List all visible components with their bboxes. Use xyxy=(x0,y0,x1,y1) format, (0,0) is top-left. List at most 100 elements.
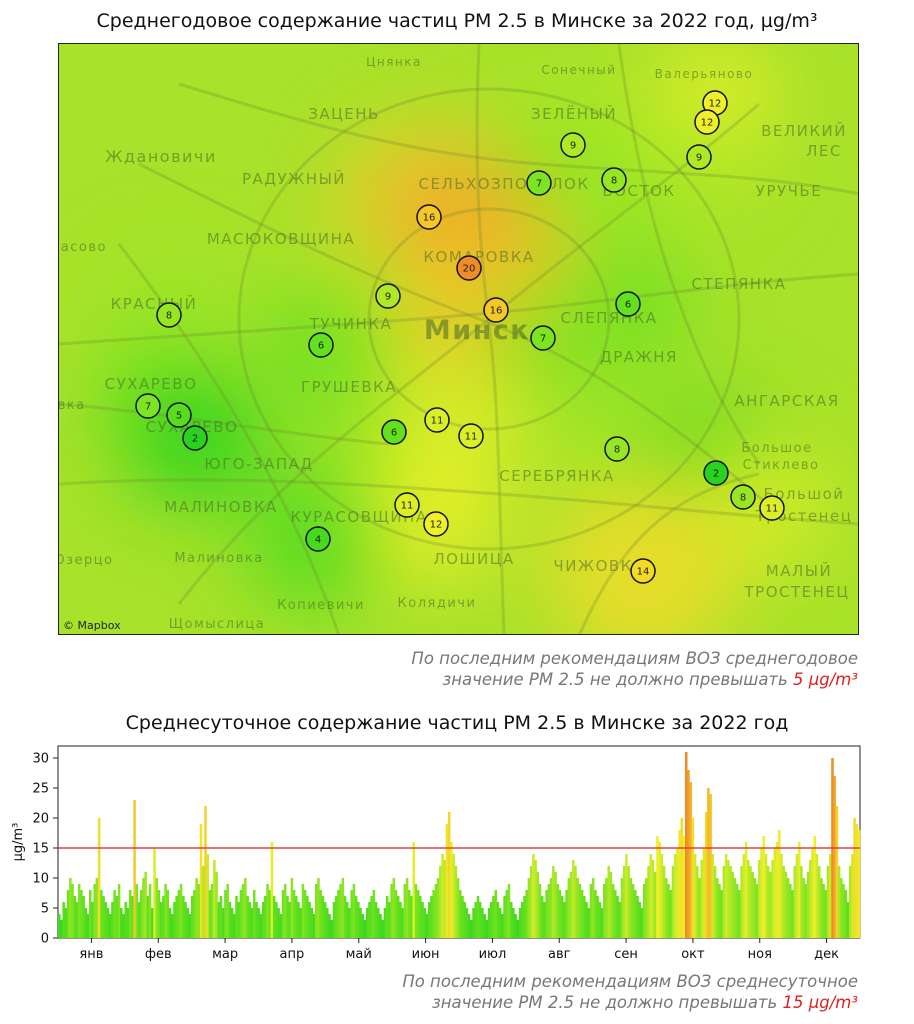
sensor-marker[interactable]: 7 xyxy=(526,170,552,196)
daily-bar xyxy=(501,914,504,938)
daily-bar xyxy=(565,890,568,938)
x-tick-label: июн xyxy=(412,947,440,962)
sensor-marker[interactable]: 8 xyxy=(156,302,182,328)
daily-bar xyxy=(332,902,336,938)
sensor-marker[interactable]: 20 xyxy=(456,255,482,281)
daily-bar xyxy=(525,890,528,938)
sensor-marker[interactable]: 16 xyxy=(416,204,442,230)
sensor-marker[interactable]: 12 xyxy=(694,109,720,135)
daily-bar xyxy=(702,848,706,938)
daily-bar xyxy=(747,860,750,938)
daily-bar xyxy=(230,908,234,938)
daily-bar xyxy=(800,866,803,938)
daily-bar xyxy=(93,884,96,938)
daily-bar xyxy=(842,884,845,938)
daily-bar xyxy=(470,920,473,938)
sensor-circle xyxy=(182,425,208,451)
daily-bar xyxy=(328,914,331,938)
daily-bar xyxy=(727,860,730,938)
sensor-circle xyxy=(483,297,509,323)
daily-bar xyxy=(813,836,816,938)
daily-bar xyxy=(370,896,373,938)
daily-bar xyxy=(399,902,402,938)
sensor-value: 8 xyxy=(611,176,617,187)
sensor-marker[interactable]: 9 xyxy=(560,132,586,158)
sensor-marker[interactable]: 2 xyxy=(182,425,208,451)
daily-bar xyxy=(170,914,174,938)
daily-bar xyxy=(279,914,283,938)
road xyxy=(578,472,760,634)
sensor-marker[interactable]: 6 xyxy=(308,332,334,358)
daily-bar xyxy=(237,902,240,938)
place-label: ЗАЦЕНЬ xyxy=(308,105,380,123)
daily-bar xyxy=(605,878,608,938)
sensor-circle xyxy=(730,484,756,510)
sensor-marker[interactable]: 8 xyxy=(730,484,756,510)
daily-bar xyxy=(264,896,267,938)
place-label: Копиевичи xyxy=(277,598,365,613)
sensor-marker[interactable]: 11 xyxy=(458,423,484,449)
daily-bar xyxy=(689,782,692,938)
daily-bar xyxy=(359,908,362,938)
daily-bar xyxy=(377,908,380,938)
sensor-marker[interactable]: 11 xyxy=(759,495,785,521)
daily-bar xyxy=(190,896,194,938)
x-tick-label: июл xyxy=(479,947,507,962)
sensor-marker[interactable]: 2 xyxy=(703,460,729,486)
daily-bar xyxy=(567,878,571,938)
sensor-marker[interactable]: 11 xyxy=(424,407,450,433)
daily-bar xyxy=(547,884,551,938)
place-label: ЛЕС xyxy=(806,142,842,160)
daily-bar xyxy=(60,920,63,938)
sensor-marker[interactable]: 8 xyxy=(604,436,630,462)
sensor-marker[interactable]: 14 xyxy=(630,558,656,584)
sensor-marker[interactable]: 7 xyxy=(135,393,161,419)
daily-bar xyxy=(246,896,249,938)
sensor-marker[interactable]: 9 xyxy=(686,144,712,170)
sensor-circle xyxy=(703,460,729,486)
road xyxy=(59,402,390,446)
sensor-marker[interactable]: 16 xyxy=(483,297,509,323)
daily-bar xyxy=(75,902,79,938)
daily-bar xyxy=(392,878,396,938)
daily-bar xyxy=(731,872,735,938)
daily-bar xyxy=(326,908,329,938)
daily-bar xyxy=(199,824,203,938)
daily-bar xyxy=(855,824,859,938)
daily-bar xyxy=(718,884,721,938)
daily-bar xyxy=(478,902,482,938)
road xyxy=(178,82,858,196)
daily-bar xyxy=(503,896,506,938)
sensor-marker[interactable]: 12 xyxy=(423,511,449,537)
daily-bar xyxy=(228,902,232,938)
sensor-circle xyxy=(615,291,641,317)
sensor-marker[interactable]: 9 xyxy=(375,283,401,309)
sensor-marker[interactable]: 6 xyxy=(381,419,407,445)
daily-bar xyxy=(485,920,489,938)
daily-bar xyxy=(516,920,520,938)
place-label: Сонечный xyxy=(541,63,616,77)
sensor-circle xyxy=(686,144,712,170)
daily-bar xyxy=(115,896,119,938)
daily-bar xyxy=(184,902,187,938)
daily-bar xyxy=(822,884,825,938)
pm25-map[interactable]: Цнянка Сонечный Валерьяново ЗАЦЕНЬ ЗЕЛЁНЫЙ ВЕ… xyxy=(58,43,859,635)
mapbox-credit[interactable]: © Mapbox xyxy=(63,619,121,632)
daily-bar xyxy=(563,902,566,938)
daily-bar xyxy=(540,896,544,938)
daily-bar xyxy=(467,914,471,938)
sensor-marker[interactable]: 8 xyxy=(601,167,627,193)
sensor-marker[interactable]: 4 xyxy=(305,526,331,552)
daily-bar xyxy=(744,842,748,938)
sensor-value: 9 xyxy=(696,153,702,164)
sensor-marker[interactable]: 7 xyxy=(530,325,556,351)
sensor-marker[interactable]: 5 xyxy=(166,402,192,428)
sensor-marker[interactable]: 11 xyxy=(394,492,420,518)
sensor-value: 7 xyxy=(540,334,546,345)
daily-bar xyxy=(636,896,639,938)
daily-bar xyxy=(459,890,462,938)
daily-bar xyxy=(348,908,351,938)
place-label: ЧИЖОВКА xyxy=(553,557,644,575)
daily-bar xyxy=(758,860,761,938)
sensor-marker[interactable]: 6 xyxy=(615,291,641,317)
